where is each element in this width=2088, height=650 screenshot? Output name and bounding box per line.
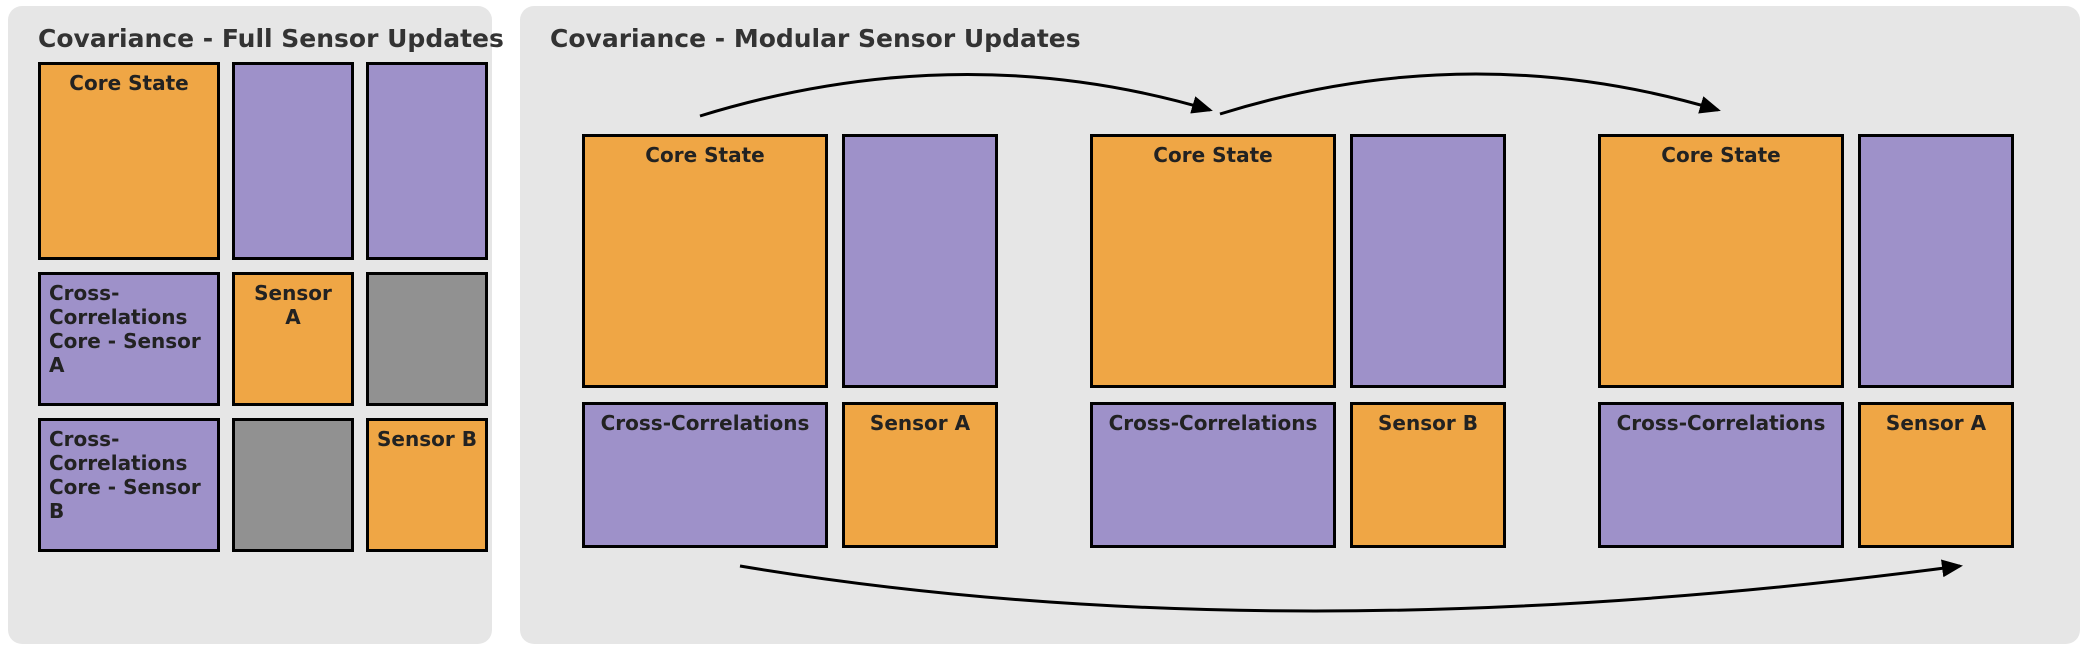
block-label: Cross-Correlations bbox=[593, 411, 817, 435]
left-mid-right bbox=[366, 272, 488, 406]
right-title: Covariance - Modular Sensor Updates bbox=[550, 24, 1081, 53]
group3-core: Core State bbox=[1598, 134, 1844, 388]
left-sensor-b: Sensor B bbox=[366, 418, 488, 552]
left-sensor-a: Sensor A bbox=[232, 272, 354, 406]
block-label: Core State bbox=[1101, 143, 1325, 167]
group3-cc: Cross-Correlations bbox=[1598, 402, 1844, 548]
left-title: Covariance - Full Sensor Updates bbox=[38, 24, 504, 53]
group2-core: Core State bbox=[1090, 134, 1336, 388]
group3-tr bbox=[1858, 134, 2014, 388]
block-label: Sensor A bbox=[243, 281, 343, 329]
block-label: Cross-Correlations bbox=[1101, 411, 1325, 435]
left-top-right bbox=[366, 62, 488, 260]
group3-sensor: Sensor A bbox=[1858, 402, 2014, 548]
left-core-state: Core State bbox=[38, 62, 220, 260]
block-label: Core State bbox=[49, 71, 209, 95]
group1-tr bbox=[842, 134, 998, 388]
block-label-2: Core - Sensor B bbox=[49, 475, 209, 523]
left-bot-mid bbox=[232, 418, 354, 552]
left-cc-b: Cross-CorrelationsCore - Sensor B bbox=[38, 418, 220, 552]
block-label: Sensor A bbox=[1869, 411, 2003, 435]
group1-cc: Cross-Correlations bbox=[582, 402, 828, 548]
group2-cc: Cross-Correlations bbox=[1090, 402, 1336, 548]
block-label: Core State bbox=[593, 143, 817, 167]
block-label: Cross-Correlations bbox=[1609, 411, 1833, 435]
block-label: Sensor B bbox=[1361, 411, 1495, 435]
group1-core: Core State bbox=[582, 134, 828, 388]
block-label: Core State bbox=[1609, 143, 1833, 167]
left-cc-a: Cross-CorrelationsCore - Sensor A bbox=[38, 272, 220, 406]
block-label: Cross-Correlations bbox=[49, 427, 209, 475]
block-label-2: Core - Sensor A bbox=[49, 329, 209, 377]
group2-tr bbox=[1350, 134, 1506, 388]
block-label: Cross-Correlations bbox=[49, 281, 209, 329]
block-label: Sensor A bbox=[853, 411, 987, 435]
group1-sensor: Sensor A bbox=[842, 402, 998, 548]
block-label: Sensor B bbox=[377, 427, 477, 451]
left-top-mid bbox=[232, 62, 354, 260]
group2-sensor: Sensor B bbox=[1350, 402, 1506, 548]
